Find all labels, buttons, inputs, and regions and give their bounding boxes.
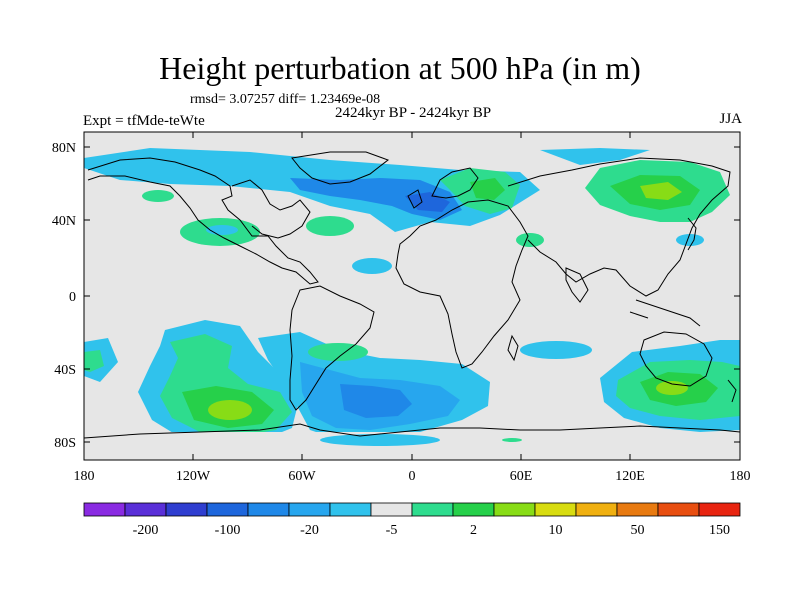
color-bar-swatch xyxy=(206,502,249,517)
japan-coast xyxy=(687,217,697,251)
map-panel xyxy=(84,132,740,460)
scattered-negative-field xyxy=(352,258,392,274)
color-bar-swatch xyxy=(247,502,290,517)
color-bar-label: 150 xyxy=(709,523,730,538)
scattered-positive-field xyxy=(516,233,544,247)
lon-tick-label: 60W xyxy=(288,469,316,484)
color-bar-swatch xyxy=(575,502,618,517)
color-bar-swatch xyxy=(165,502,208,517)
color-bar xyxy=(83,502,741,517)
color-bar-swatch xyxy=(616,502,659,517)
scandinavia-coast xyxy=(431,167,479,199)
color-bar-swatch xyxy=(329,502,372,517)
siberia-positive-core xyxy=(640,182,682,200)
lat-tick-label: 40N xyxy=(52,214,76,229)
latitude-labels: 80N 40N 0 40S 80S xyxy=(52,141,76,451)
madagascar-coast xyxy=(507,334,519,362)
lat-tick-label: 80S xyxy=(54,436,76,451)
color-bar-label: 50 xyxy=(631,523,645,538)
antarctic-positive-field xyxy=(502,438,522,442)
scattered-positive-field xyxy=(306,216,354,236)
color-bar-label: -5 xyxy=(386,523,398,538)
asia-coast xyxy=(507,157,731,297)
longitude-labels: 180 120W 60W 0 60E 120E 180 xyxy=(74,469,751,484)
lon-tick-label: 60E xyxy=(510,469,533,484)
lon-tick-label: 180 xyxy=(74,469,95,484)
british-isles-coast xyxy=(407,189,423,209)
color-bar-swatch xyxy=(534,502,577,517)
plot-title: Height perturbation at 500 hPa (in m) xyxy=(159,50,641,86)
north-america-coast xyxy=(87,157,319,285)
color-bar-swatch xyxy=(657,502,700,517)
lon-tick-label: 0 xyxy=(409,469,416,484)
arctic-negative-field xyxy=(540,148,650,165)
hudson-bay-coast xyxy=(231,179,311,239)
color-bar-swatch xyxy=(370,502,413,517)
lon-tick-label: 120W xyxy=(176,469,211,484)
antarctic-negative-field xyxy=(320,434,440,446)
australia-coast xyxy=(639,331,713,387)
color-bar-label: 10 xyxy=(549,523,563,538)
color-bar-swatch xyxy=(124,502,167,517)
experiment-label: Expt = tfMde-teWte xyxy=(83,113,205,129)
season-label: JJA xyxy=(719,111,742,127)
color-bar-swatch xyxy=(698,502,741,517)
color-bar-swatch xyxy=(452,502,495,517)
south-atlantic-positive-field xyxy=(308,343,368,361)
color-bar-label: -100 xyxy=(215,523,241,538)
axis-ticks xyxy=(84,132,740,460)
eurasia-positive-core xyxy=(470,178,505,200)
new-zealand-coast xyxy=(727,379,737,403)
color-bar-swatch xyxy=(411,502,454,517)
scattered-positive-field xyxy=(142,190,174,202)
color-bar-label: -200 xyxy=(133,523,159,538)
lat-tick-label: 80N xyxy=(52,141,76,156)
lat-tick-label: 0 xyxy=(69,290,76,305)
south-atlantic-negative-center xyxy=(340,384,412,418)
indonesia-coast xyxy=(629,299,701,327)
south-america-coast xyxy=(289,285,375,411)
stats-label: rmsd= 3.07257 diff= 1.23469e-08 xyxy=(190,92,381,107)
europe-africa-coast xyxy=(395,199,529,369)
south-pacific-max xyxy=(208,400,252,420)
color-bar-label: 2 xyxy=(470,523,477,538)
south-pacific-positive-field xyxy=(84,350,104,372)
lat-tick-label: 40S xyxy=(54,363,76,378)
greenland-coast xyxy=(291,151,390,185)
lon-tick-label: 120E xyxy=(615,469,645,484)
lon-tick-label: 180 xyxy=(730,469,751,484)
coastlines xyxy=(84,151,740,439)
color-bar-labels: -200 -100 -20 -5 2 10 50 150 xyxy=(133,523,730,538)
south-indian-max xyxy=(656,381,688,395)
period-label: 2424kyr BP - 2424kyr BP xyxy=(334,105,492,121)
scattered-negative-field xyxy=(676,234,704,246)
color-bar-swatch xyxy=(83,502,126,517)
color-bar-label: -20 xyxy=(300,523,319,538)
south-atlantic-negative-field xyxy=(520,341,592,359)
india-coast xyxy=(565,267,589,303)
antarctica-coast xyxy=(84,423,740,439)
color-bar-swatch xyxy=(288,502,331,517)
color-bar-swatch xyxy=(493,502,536,517)
